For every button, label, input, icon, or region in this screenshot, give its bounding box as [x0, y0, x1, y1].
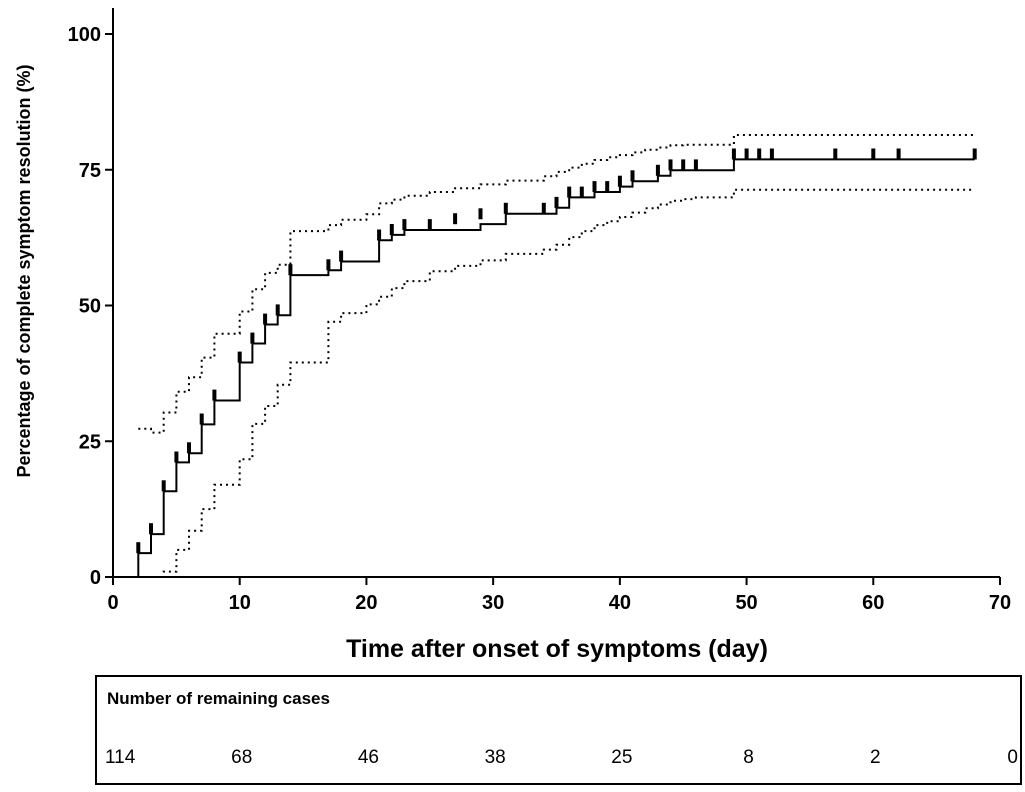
- censor-mark: [833, 148, 838, 160]
- censor-mark: [655, 164, 660, 176]
- x-tick-label: 40: [609, 592, 631, 614]
- censor-mark: [681, 159, 686, 171]
- risk-table-value: 0: [1007, 747, 1018, 768]
- censor-mark: [668, 159, 673, 171]
- survival-estimate-line: [113, 158, 975, 578]
- censor-marks-layer: [136, 148, 977, 554]
- censor-mark: [617, 175, 622, 187]
- censor-mark: [288, 264, 293, 276]
- censor-mark: [541, 202, 546, 214]
- risk-table: Number of remaining cases 114 68 46 38 25 8 2 0: [95, 675, 1022, 785]
- risk-table-value: 8: [743, 747, 754, 768]
- censor-mark: [377, 229, 382, 241]
- risk-table-title: Number of remaining cases: [107, 689, 330, 708]
- x-tick-label: 60: [862, 592, 884, 614]
- censor-mark: [972, 148, 977, 160]
- censor-mark: [263, 313, 268, 325]
- censor-mark: [592, 181, 597, 193]
- confidence-bound-line-1: [138, 134, 975, 434]
- risk-table-value: 114: [105, 747, 136, 768]
- censor-mark: [757, 148, 762, 160]
- axes-layer: 0 10 20 30 40 50 60 70 0 25 50 75 100: [68, 8, 1011, 614]
- censor-mark: [567, 186, 572, 198]
- x-tick-label: 0: [107, 592, 118, 614]
- censor-mark: [339, 250, 344, 262]
- y-tick-label: 0: [90, 567, 101, 589]
- y-tick-label: 100: [68, 24, 101, 46]
- y-axis-title: Percentage of complete symptom resolutio…: [14, 64, 34, 477]
- censor-mark: [187, 442, 191, 454]
- censor-mark: [579, 186, 584, 198]
- censor-mark: [896, 148, 901, 160]
- x-tick-label: 70: [989, 592, 1011, 614]
- x-tick-label: 50: [735, 592, 757, 614]
- censor-mark: [605, 181, 610, 193]
- censor-mark: [237, 351, 242, 363]
- x-tick-label: 30: [482, 592, 504, 614]
- censor-mark: [769, 148, 774, 160]
- risk-table-value: 25: [611, 747, 633, 768]
- x-tick-label: 10: [229, 592, 251, 614]
- risk-table-value: 2: [869, 747, 881, 768]
- censor-mark: [478, 208, 483, 220]
- confidence-bound-line-2: [138, 188, 975, 578]
- censor-mark: [554, 196, 559, 208]
- censor-mark: [693, 159, 698, 171]
- x-axis-title: Time after onset of symptoms (day): [346, 635, 768, 663]
- risk-table-value: 46: [357, 747, 379, 768]
- y-tick-label: 75: [79, 160, 101, 182]
- censor-mark: [136, 542, 141, 554]
- censor-mark: [250, 332, 255, 344]
- censor-mark: [199, 413, 204, 425]
- censor-mark: [389, 224, 394, 235]
- censor-mark: [161, 480, 166, 492]
- censor-mark: [326, 259, 331, 271]
- risk-table-value: 68: [231, 747, 253, 768]
- kaplan-meier-chart: 0 10 20 30 40 50 60 70 0 25 50 75 100 Time after ons…: [14, 8, 1011, 663]
- censor-mark: [503, 202, 508, 214]
- x-tick-label: 20: [355, 592, 377, 614]
- censor-mark: [630, 170, 635, 182]
- censor-mark: [453, 213, 458, 225]
- censor-mark: [149, 523, 153, 535]
- y-tick-label: 25: [79, 431, 101, 453]
- censor-mark: [402, 219, 407, 231]
- censor-mark: [212, 389, 217, 401]
- censor-mark: [427, 219, 432, 231]
- censor-mark: [731, 148, 736, 160]
- censor-mark: [871, 148, 876, 160]
- censor-mark: [744, 148, 749, 160]
- y-tick-label: 50: [79, 296, 101, 318]
- censor-mark: [174, 451, 179, 463]
- curves-layer: [113, 134, 975, 578]
- risk-table-value: 38: [484, 747, 506, 768]
- censor-mark: [275, 304, 280, 316]
